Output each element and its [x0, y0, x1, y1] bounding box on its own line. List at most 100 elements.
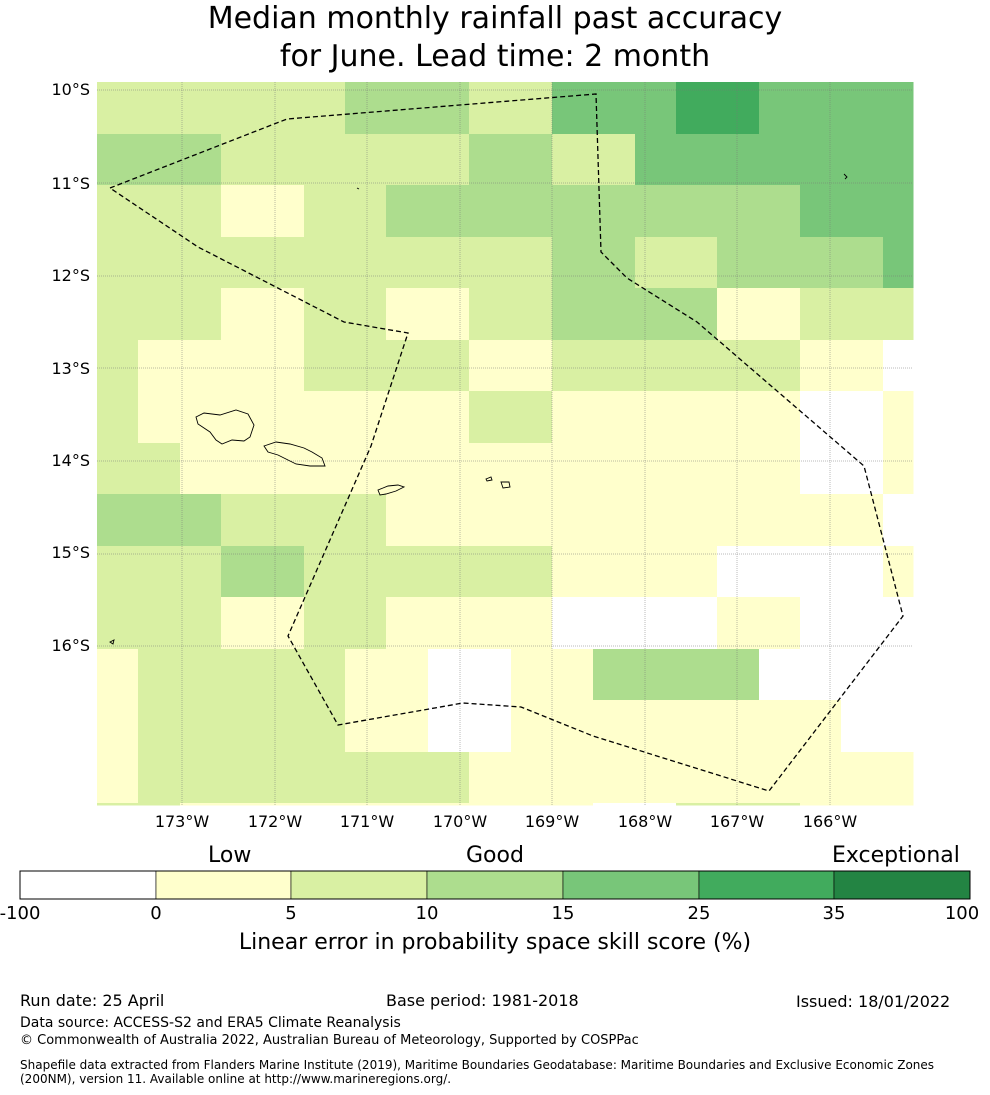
skill-cell — [717, 649, 760, 701]
skill-cell — [883, 649, 914, 701]
colorbar-swatch — [833, 870, 971, 900]
skill-cell — [304, 494, 346, 547]
skill-cell — [841, 185, 884, 238]
skill-cell — [97, 134, 139, 186]
skill-cell — [717, 803, 760, 806]
run-date: Run date: 25 April — [20, 991, 165, 1010]
skill-cell — [469, 185, 512, 238]
skill-cell — [221, 752, 263, 804]
skill-cell — [262, 752, 305, 804]
skill-cell — [759, 494, 801, 547]
skill-cell — [552, 82, 594, 135]
skill-cell — [469, 546, 512, 598]
skill-cell — [593, 752, 636, 804]
legend-low-label: Low — [208, 843, 252, 868]
skill-cell — [552, 649, 594, 701]
colorbar-title: Linear error in probability space skill … — [238, 930, 752, 955]
skill-cell — [97, 803, 139, 806]
skill-cell — [800, 134, 842, 186]
colorbar-tick: 25 — [687, 903, 711, 924]
skill-cell — [511, 237, 553, 289]
skill-cell — [428, 494, 470, 547]
skill-cell — [841, 340, 884, 392]
skill-cell — [428, 443, 470, 495]
island-ofu — [485, 476, 493, 482]
issued-date: Issued: 18/01/2022 — [796, 992, 951, 1011]
skill-cell — [676, 649, 718, 701]
skill-cell — [345, 597, 387, 650]
skill-cell — [386, 494, 429, 547]
colorbar-swatch — [562, 870, 700, 900]
skill-cell — [552, 443, 594, 495]
skill-cell — [469, 700, 512, 753]
skill-cell — [800, 494, 842, 547]
skill-cell — [676, 752, 718, 804]
skill-cell — [386, 340, 429, 392]
skill-cell — [883, 82, 914, 135]
skill-cell — [138, 700, 181, 753]
skill-cell — [304, 546, 346, 598]
skill-cell — [345, 752, 387, 804]
skill-cell — [759, 82, 801, 135]
skill-cell — [552, 288, 594, 341]
skill-cell — [717, 185, 760, 238]
skill-cell — [97, 288, 139, 341]
skill-cell — [676, 237, 718, 289]
skill-cell — [635, 185, 677, 238]
skill-cell — [552, 185, 594, 238]
lat-label: 16°S — [51, 636, 90, 655]
skill-cell — [304, 803, 346, 806]
skill-cell — [717, 597, 760, 650]
skill-cell — [428, 82, 470, 135]
skill-cell — [552, 700, 594, 753]
skill-cell — [511, 597, 553, 650]
legend-exceptional-label: Exceptional — [832, 843, 960, 868]
skill-cell — [428, 597, 470, 650]
skill-cell — [221, 546, 263, 598]
skill-cell — [428, 803, 470, 806]
lat-label: 10°S — [51, 80, 90, 99]
skill-cell — [635, 546, 677, 598]
skill-cell — [304, 391, 346, 444]
skill-cell — [552, 134, 594, 186]
skill-cell — [138, 134, 181, 186]
skill-cell — [221, 237, 263, 289]
skill-cell — [593, 237, 636, 289]
island-tau — [500, 481, 511, 489]
skill-cell — [841, 649, 884, 701]
skill-cell — [138, 237, 181, 289]
skill-cell — [262, 494, 305, 547]
island-swains — [356, 187, 360, 190]
skill-cell — [221, 340, 263, 392]
skill-cell — [138, 494, 181, 547]
skill-cell — [97, 340, 139, 392]
skill-cell — [262, 340, 305, 392]
skill-cell — [511, 700, 553, 753]
skill-cell — [262, 185, 305, 238]
skill-cell — [469, 494, 512, 547]
skill-cell — [717, 752, 760, 804]
skill-cell — [180, 443, 222, 495]
skill-cell — [469, 649, 512, 701]
skill-cell — [221, 391, 263, 444]
skill-cell — [635, 340, 677, 392]
skill-cell — [428, 185, 470, 238]
island-tokelau — [843, 173, 848, 180]
skill-cell — [759, 185, 801, 238]
skill-cell — [97, 649, 139, 701]
skill-cell — [180, 185, 222, 238]
skill-cell — [635, 134, 677, 186]
skill-cell — [138, 185, 181, 238]
lat-label: 14°S — [51, 451, 90, 470]
skill-cell — [180, 752, 222, 804]
lon-label: 168°W — [617, 812, 673, 831]
skill-cell — [138, 288, 181, 341]
skill-cell — [180, 134, 222, 186]
skill-cell — [469, 752, 512, 804]
skill-cell — [138, 752, 181, 804]
skill-cell — [262, 803, 305, 806]
skill-cell — [883, 546, 914, 598]
skill-cell — [180, 340, 222, 392]
skill-cell — [552, 340, 594, 392]
skill-cell — [345, 237, 387, 289]
